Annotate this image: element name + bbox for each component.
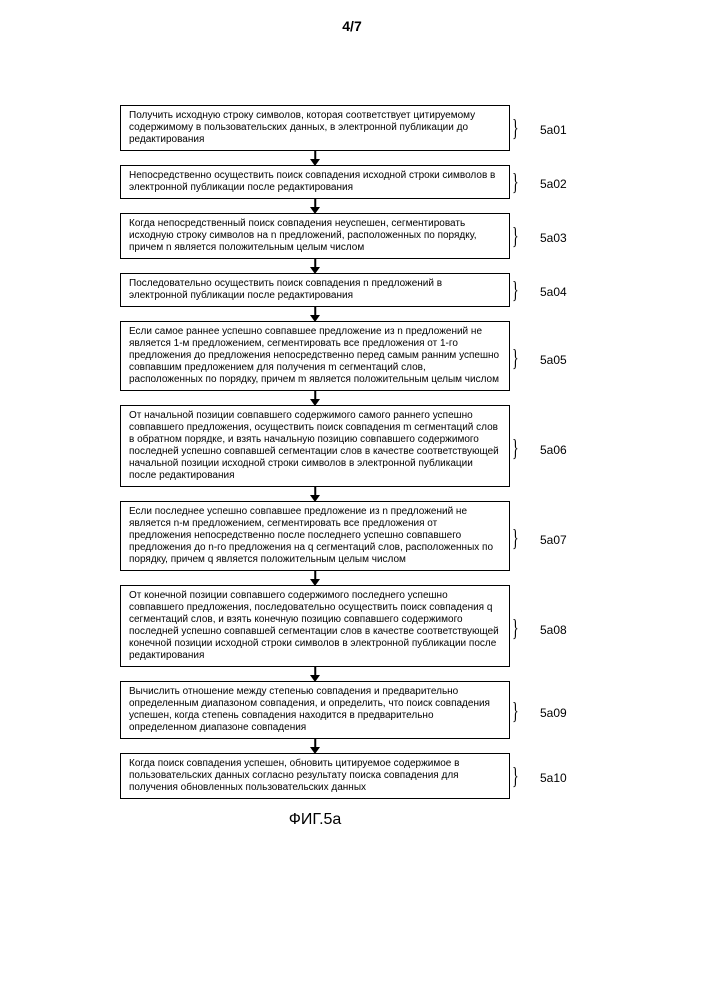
step-text: Последовательно осуществить поиск совпад… xyxy=(129,278,442,301)
arrow-down-icon xyxy=(120,259,510,273)
flow-step: Когда поиск совпадения успешен, обновить… xyxy=(120,753,510,799)
flow-step-wrap: От конечной позиции совпавшего содержимо… xyxy=(120,585,590,667)
step-label: 5a05 xyxy=(540,353,567,367)
flow-step: От начальной позиции совпавшего содержим… xyxy=(120,405,510,487)
flow-step: От конечной позиции совпавшего содержимо… xyxy=(120,585,510,667)
arrow-down-icon xyxy=(120,307,510,321)
arrow-down-icon xyxy=(120,199,510,213)
flow-step: Получить исходную строку символов, котор… xyxy=(120,105,510,151)
arrow-down-icon xyxy=(120,571,510,585)
bracket-icon: } xyxy=(512,615,519,642)
bracket-icon: } xyxy=(512,698,519,725)
page: 4/7 Получить исходную строку символов, к… xyxy=(0,0,704,1000)
step-label: 5a03 xyxy=(540,231,567,245)
step-label: 5a01 xyxy=(540,123,567,137)
arrow-down-icon xyxy=(120,739,510,753)
bracket-icon: } xyxy=(512,115,519,142)
flow-step-wrap: От начальной позиции совпавшего содержим… xyxy=(120,405,590,487)
bracket-icon: } xyxy=(512,525,519,552)
flow-step-wrap: Когда непосредственный поиск совпадения … xyxy=(120,213,590,259)
step-text: Если последнее успешно совпавшее предлож… xyxy=(129,506,493,565)
step-text: Когда поиск совпадения успешен, обновить… xyxy=(129,758,459,793)
flow-step-wrap: Последовательно осуществить поиск совпад… xyxy=(120,273,590,307)
arrow-down-icon xyxy=(120,391,510,405)
step-text: От начальной позиции совпавшего содержим… xyxy=(129,410,499,481)
flow-step-wrap: Непосредственно осуществить поиск совпад… xyxy=(120,165,590,199)
step-label: 5a04 xyxy=(540,285,567,299)
arrow-down-icon xyxy=(120,151,510,165)
step-text: От конечной позиции совпавшего содержимо… xyxy=(129,590,499,661)
step-label: 5a06 xyxy=(540,443,567,457)
bracket-icon: } xyxy=(512,277,519,304)
flow-step: Вычислить отношение между степенью совпа… xyxy=(120,681,510,739)
flow-step-wrap: Вычислить отношение между степенью совпа… xyxy=(120,681,590,739)
figure-label: ФИГ.5a xyxy=(120,811,510,829)
step-text: Получить исходную строку символов, котор… xyxy=(129,110,475,145)
bracket-icon: } xyxy=(512,169,519,196)
bracket-icon: } xyxy=(512,763,519,790)
flow-step-wrap: Когда поиск совпадения успешен, обновить… xyxy=(120,753,590,799)
arrow-down-icon xyxy=(120,487,510,501)
step-label: 5a08 xyxy=(540,623,567,637)
arrow-down-icon xyxy=(120,667,510,681)
step-text: Вычислить отношение между степенью совпа… xyxy=(129,686,490,733)
bracket-icon: } xyxy=(512,345,519,372)
flow-step: Если последнее успешно совпавшее предлож… xyxy=(120,501,510,571)
flowchart: Получить исходную строку символов, котор… xyxy=(120,105,590,829)
step-label: 5a07 xyxy=(540,533,567,547)
bracket-icon: } xyxy=(512,435,519,462)
step-label: 5a02 xyxy=(540,177,567,191)
bracket-icon: } xyxy=(512,223,519,250)
step-text: Когда непосредственный поиск совпадения … xyxy=(129,218,477,253)
flow-step: Если самое раннее успешно совпавшее пред… xyxy=(120,321,510,391)
page-number: 4/7 xyxy=(0,18,704,34)
flow-step: Когда непосредственный поиск совпадения … xyxy=(120,213,510,259)
flow-step-wrap: Получить исходную строку символов, котор… xyxy=(120,105,590,151)
flow-step-wrap: Если последнее успешно совпавшее предлож… xyxy=(120,501,590,571)
flow-step: Последовательно осуществить поиск совпад… xyxy=(120,273,510,307)
flow-step-wrap: Если самое раннее успешно совпавшее пред… xyxy=(120,321,590,391)
flow-step: Непосредственно осуществить поиск совпад… xyxy=(120,165,510,199)
step-label: 5a10 xyxy=(540,771,567,785)
step-text: Если самое раннее успешно совпавшее пред… xyxy=(129,326,499,385)
step-text: Непосредственно осуществить поиск совпад… xyxy=(129,170,495,193)
step-label: 5a09 xyxy=(540,706,567,720)
